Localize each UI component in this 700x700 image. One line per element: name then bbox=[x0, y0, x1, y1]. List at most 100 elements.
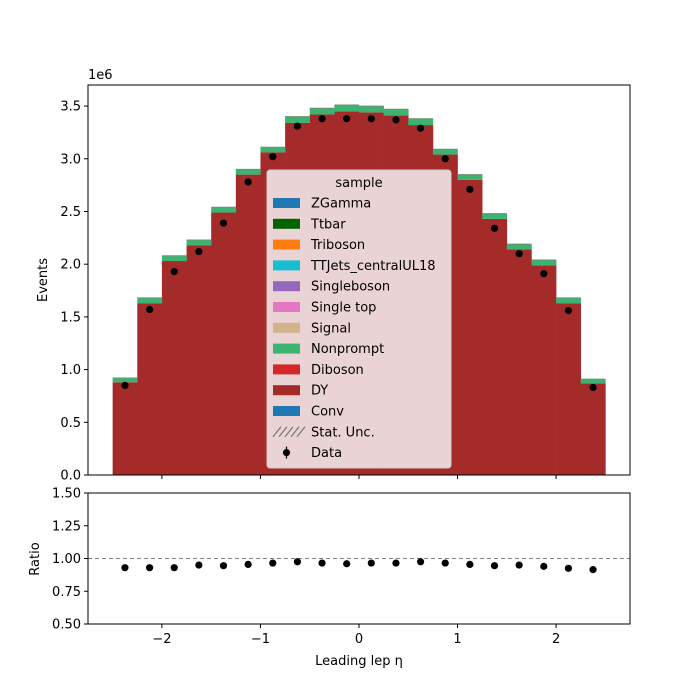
ratio-y-tick-label: 1.00 bbox=[52, 552, 81, 567]
bar-dy bbox=[186, 245, 212, 475]
bar-nonprompt bbox=[482, 213, 508, 219]
ratio-point bbox=[392, 559, 400, 567]
data-point bbox=[293, 122, 302, 130]
bar-nonprompt bbox=[457, 174, 483, 180]
legend-box bbox=[266, 169, 452, 469]
data-point bbox=[441, 155, 449, 163]
bar-nonprompt bbox=[285, 116, 311, 123]
main-x-axis-ticks bbox=[161, 475, 557, 479]
x-tick-label: −1 bbox=[251, 632, 270, 647]
ratio-point bbox=[244, 560, 252, 568]
legend-swatch bbox=[273, 260, 300, 271]
legend-item-ttjets-centralul18: TTJets_centralUL18 bbox=[273, 259, 436, 274]
legend-swatch bbox=[273, 322, 300, 333]
data-point bbox=[367, 115, 375, 123]
ratio-points bbox=[121, 558, 597, 574]
y-tick-label: 2.0 bbox=[60, 258, 81, 273]
bar-dy bbox=[211, 212, 237, 476]
bar-dy bbox=[506, 249, 532, 475]
data-point bbox=[219, 219, 228, 227]
data-point bbox=[466, 185, 474, 193]
ratio-point bbox=[219, 562, 228, 570]
bar-nonprompt bbox=[334, 105, 360, 112]
legend-swatch bbox=[273, 406, 300, 416]
y-tick-label: 1.0 bbox=[60, 363, 81, 378]
ratio-y-tick-label: 0.50 bbox=[52, 618, 81, 633]
legend-swatch bbox=[273, 281, 300, 292]
ratio-point bbox=[367, 559, 375, 567]
ratio-point bbox=[318, 559, 326, 567]
legend-title: sample bbox=[335, 176, 382, 191]
legend-label: Conv bbox=[311, 405, 344, 420]
y-tick-label: 0.5 bbox=[60, 416, 81, 431]
data-point bbox=[490, 224, 499, 232]
legend-swatch bbox=[273, 364, 300, 375]
legend-label: Nonprompt bbox=[311, 342, 384, 357]
bar-nonprompt bbox=[556, 297, 582, 304]
bar-nonprompt bbox=[309, 108, 335, 115]
legend-label: DY bbox=[311, 384, 328, 399]
ratio-point bbox=[515, 561, 523, 569]
bar-nonprompt bbox=[506, 244, 532, 250]
legend-swatch bbox=[273, 343, 300, 354]
legend-swatch bbox=[273, 385, 300, 396]
ratio-point bbox=[416, 558, 425, 566]
ratio-point bbox=[589, 566, 597, 574]
ratio-point bbox=[195, 561, 203, 569]
legend-item-diboson: Diboson bbox=[273, 363, 364, 378]
legend-swatch bbox=[273, 218, 300, 229]
bar-nonprompt bbox=[432, 149, 458, 155]
main-y-axis-label: Events bbox=[36, 258, 51, 302]
bar-dy bbox=[112, 382, 138, 475]
legend-label: ZGamma bbox=[311, 197, 371, 212]
data-point bbox=[515, 250, 523, 258]
y-tick-label: 3.5 bbox=[60, 100, 81, 115]
bar-nonprompt bbox=[161, 255, 187, 262]
bar-nonprompt bbox=[235, 169, 261, 175]
legend-item-triboson: Triboson bbox=[273, 238, 365, 253]
legend-label: Diboson bbox=[311, 363, 364, 378]
ratio-point bbox=[121, 564, 129, 572]
ratio-point bbox=[343, 560, 351, 568]
data-point bbox=[121, 381, 129, 390]
legend-item-stat-unc-: Stat. Unc. bbox=[272, 425, 375, 440]
legend-label: Data bbox=[311, 446, 342, 461]
bar-dy bbox=[137, 303, 163, 475]
legend-marker bbox=[282, 449, 291, 457]
legend-label: Single top bbox=[311, 301, 376, 316]
legend-item-dy: DY bbox=[273, 384, 328, 399]
data-point bbox=[170, 267, 178, 276]
bar-dy bbox=[457, 179, 483, 475]
data-point bbox=[589, 383, 597, 392]
bar-nonprompt bbox=[383, 109, 409, 116]
ratio-x-axis-ticks: −2 −1 0 1 2 bbox=[152, 624, 560, 647]
ratio-point bbox=[564, 564, 573, 572]
ratio-plot: 0.50 0.75 1.00 1.25 1.50 −2 −1 0 1 2 Ratio Leadi… bbox=[28, 487, 631, 669]
bar-nonprompt bbox=[112, 378, 138, 383]
bar-nonprompt bbox=[531, 259, 557, 266]
ratio-point bbox=[441, 559, 449, 567]
ratio-y-tick-label: 0.75 bbox=[52, 585, 81, 600]
legend-swatch bbox=[273, 302, 300, 312]
legend-item-single-top: Single top bbox=[273, 301, 376, 316]
x-tick-label: −2 bbox=[152, 632, 171, 647]
ratio-point bbox=[269, 559, 277, 567]
ratio-y-axis-ticks: 0.50 0.75 1.00 1.25 1.50 bbox=[52, 487, 88, 633]
legend-swatch bbox=[273, 198, 300, 208]
ratio-y-tick-label: 1.50 bbox=[52, 487, 81, 502]
data-point bbox=[269, 153, 277, 161]
legend-label: Triboson bbox=[310, 238, 365, 253]
legend-item-signal: Signal bbox=[273, 321, 351, 336]
legend-item-nonprompt: Nonprompt bbox=[273, 342, 384, 357]
ratio-point bbox=[293, 558, 302, 566]
bar-dy bbox=[235, 174, 261, 475]
ratio-point bbox=[170, 564, 178, 572]
x-tick-label: 0 bbox=[355, 632, 363, 647]
data-point bbox=[540, 270, 548, 278]
bar-dy bbox=[556, 303, 582, 475]
legend-label: Singleboson bbox=[311, 280, 390, 295]
legend-label: Signal bbox=[311, 321, 351, 336]
bar-nonprompt bbox=[359, 106, 384, 113]
legend-item-zgamma: ZGamma bbox=[273, 197, 371, 212]
